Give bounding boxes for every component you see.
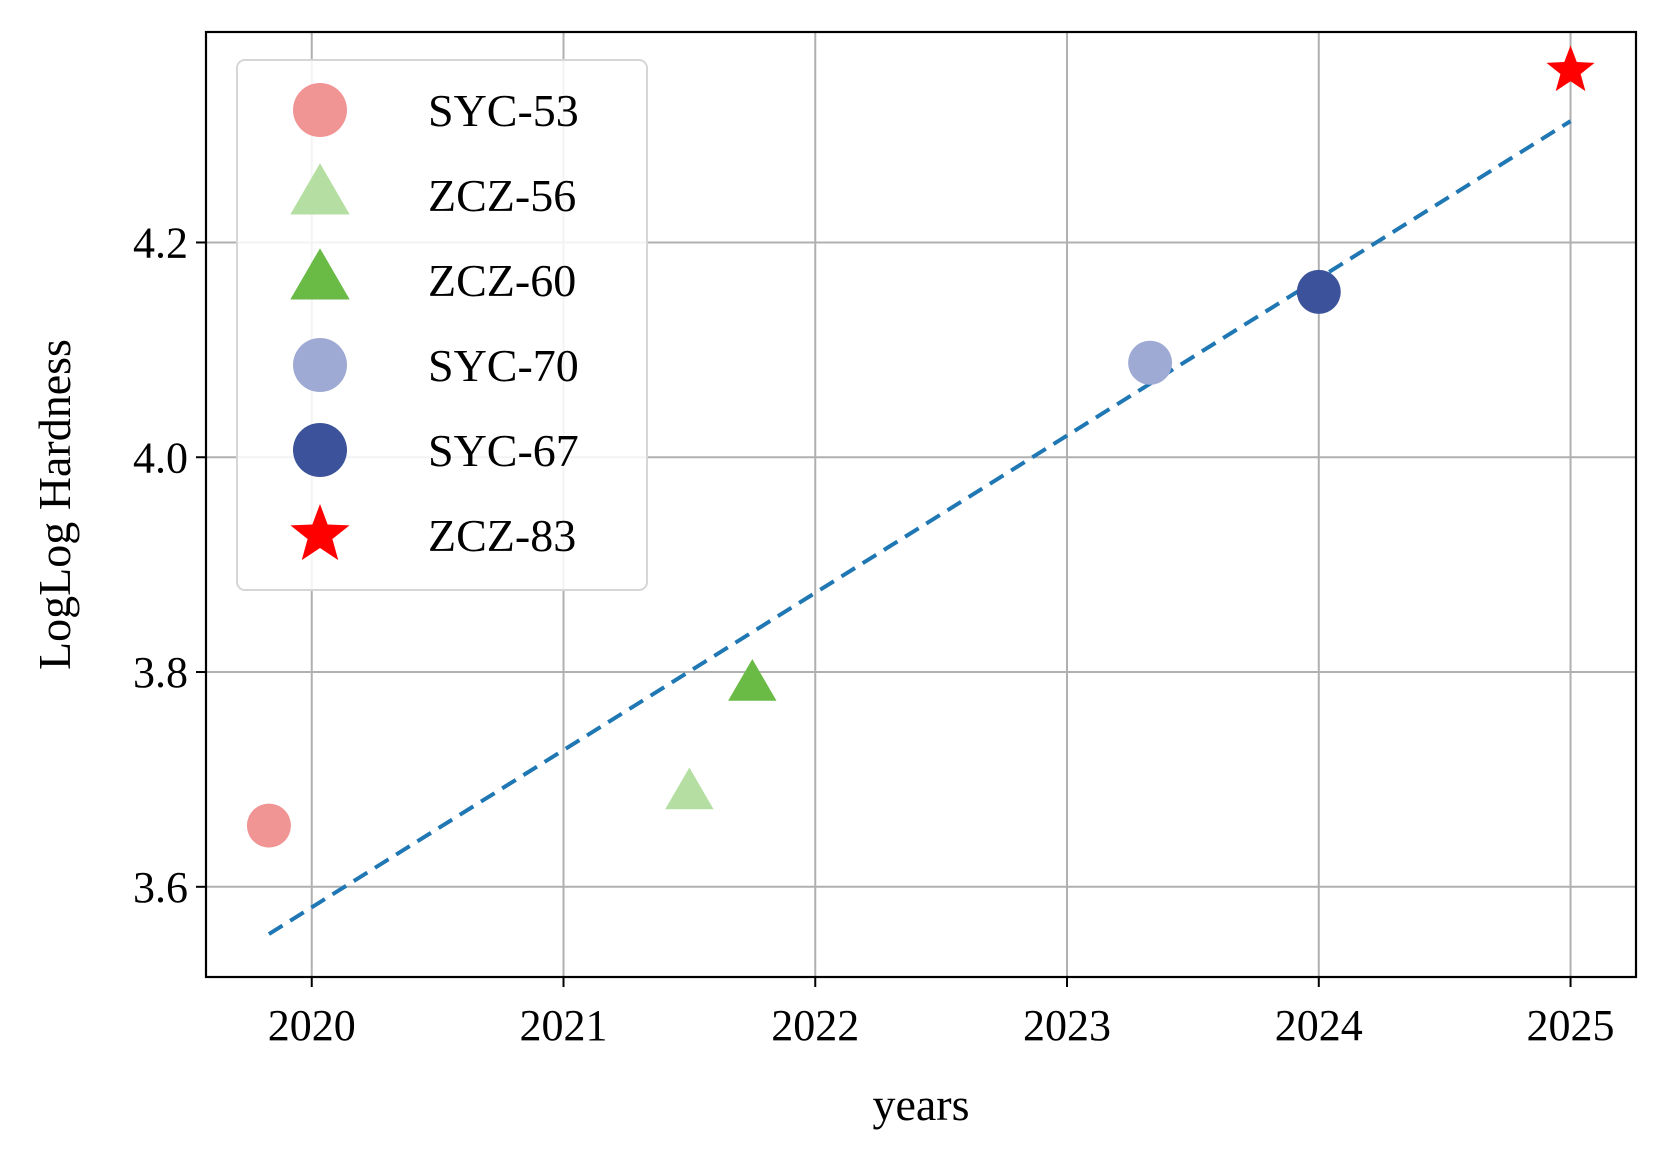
x-tick-label: 2024	[1275, 1001, 1363, 1050]
y-tick-label: 4.0	[133, 433, 188, 482]
x-axis-ticks: 2020 2021 2022 2023 2024 2025	[268, 977, 1615, 1050]
trend-line-group	[267, 119, 1572, 936]
point-syc-70	[1128, 340, 1173, 385]
y-tick-label: 4.2	[133, 218, 188, 267]
legend-label: ZCZ-56	[428, 170, 576, 221]
legend-label: ZCZ-60	[428, 255, 576, 306]
legend-label: SYC-70	[428, 340, 579, 391]
legend-marker-zcz-56	[290, 163, 350, 215]
point-zcz-60	[728, 658, 777, 701]
legend-label: SYC-53	[428, 85, 579, 136]
x-axis-label: years	[872, 1079, 969, 1130]
legend-marker-zcz-60	[290, 248, 350, 300]
point-syc-67	[1296, 269, 1341, 314]
legend: SYC-53 ZCZ-56 ZCZ-60 SYC-70 SYC-67 ZCZ-83	[236, 59, 648, 591]
legend-marker-syc-70	[293, 338, 347, 392]
legend-marker-zcz-83	[290, 503, 350, 561]
legend-marker-syc-67	[293, 423, 347, 477]
trend-line	[267, 119, 1572, 936]
y-axis-ticks: 3.6 3.8 4.0 4.2	[133, 218, 206, 912]
point-zcz-83	[1546, 45, 1595, 92]
data-points	[246, 45, 1595, 848]
point-zcz-56	[665, 767, 714, 810]
y-axis-label: LogLog Hardness	[29, 339, 80, 670]
y-tick-label: 3.8	[133, 648, 188, 697]
legend-label: SYC-67	[428, 425, 579, 476]
x-tick-label: 2020	[268, 1001, 356, 1050]
legend-label: ZCZ-83	[428, 510, 576, 561]
x-tick-label: 2025	[1527, 1001, 1615, 1050]
x-tick-label: 2021	[520, 1001, 608, 1050]
plot-frame	[204, 30, 1638, 979]
x-tick-label: 2023	[1023, 1001, 1111, 1050]
point-syc-53	[246, 803, 291, 848]
legend-marker-syc-53	[293, 83, 347, 137]
x-tick-label: 2022	[771, 1001, 859, 1050]
y-tick-label: 3.6	[133, 863, 188, 912]
